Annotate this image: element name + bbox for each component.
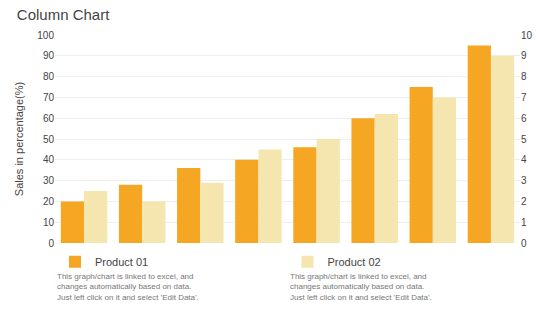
svg-text:6: 6 — [521, 113, 527, 124]
svg-text:10: 10 — [43, 217, 55, 228]
svg-text:This graph/chart is linked to: This graph/chart is linked to excel, and… — [57, 272, 199, 302]
svg-text:4: 4 — [521, 154, 527, 165]
svg-text:5: 5 — [521, 134, 527, 145]
svg-text:2: 2 — [521, 196, 527, 207]
svg-text:10: 10 — [521, 30, 533, 41]
svg-text:30: 30 — [43, 175, 55, 186]
svg-text:60: 60 — [43, 113, 55, 124]
svg-text:Sales in percentage(%): Sales in percentage(%) — [13, 82, 25, 196]
svg-text:50: 50 — [43, 134, 55, 145]
svg-text:1: 1 — [521, 217, 527, 228]
svg-text:Product 01: Product 01 — [95, 256, 148, 268]
svg-text:Product 02: Product 02 — [328, 256, 381, 268]
svg-text:90: 90 — [43, 50, 55, 61]
svg-text:7: 7 — [521, 92, 527, 103]
svg-text:8: 8 — [521, 71, 527, 82]
svg-text:Column Chart: Column Chart — [17, 6, 110, 23]
svg-text:100: 100 — [37, 30, 54, 41]
svg-text:This graph/chart is linked to: This graph/chart is linked to excel, and… — [290, 272, 432, 302]
svg-text:80: 80 — [43, 71, 55, 82]
svg-text:70: 70 — [43, 92, 55, 103]
svg-text:0: 0 — [48, 238, 54, 249]
svg-text:40: 40 — [43, 154, 55, 165]
svg-text:0: 0 — [521, 238, 527, 249]
svg-text:3: 3 — [521, 175, 527, 186]
svg-text:9: 9 — [521, 50, 527, 61]
svg-text:20: 20 — [43, 196, 55, 207]
